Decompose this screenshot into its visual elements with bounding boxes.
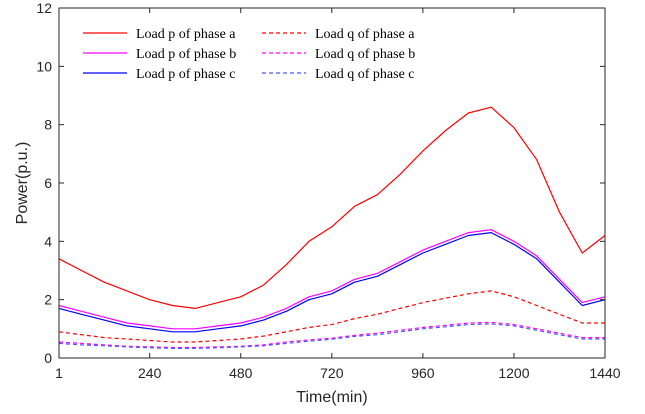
series-layer	[58, 106, 606, 349]
legend-label-load-p-of-phase-b: Load p of phase b	[136, 47, 236, 62]
x-tick-label: 480	[229, 365, 253, 381]
y-tick-label: 8	[44, 117, 52, 133]
x-tick-label: 960	[411, 365, 435, 381]
x-tick-label: 720	[320, 365, 344, 381]
series-line-load-p-of-phase-c	[58, 232, 606, 333]
x-tick-label: 240	[138, 365, 162, 381]
x-tick-label: 1440	[589, 365, 620, 381]
series-line-load-p-of-phase-b	[58, 229, 606, 330]
legend-label-load-p-of-phase-c: Load p of phase c	[136, 67, 236, 82]
legend: Load p of phase a Load p of phase b Load p…	[83, 27, 415, 82]
series-line-load-q-of-phase-a	[58, 290, 605, 343]
x-axis-title: Time(min)	[296, 389, 367, 406]
y-tick-label: 6	[44, 175, 52, 191]
y-tick-label: 2	[44, 292, 52, 308]
y-axis-title: Power(p.u.)	[14, 142, 31, 225]
y-tick-label: 0	[44, 350, 52, 366]
legend-label-load-q-of-phase-c: Load q of phase c	[315, 67, 415, 82]
series-line-load-q-of-phase-b	[58, 321, 605, 349]
y-tick-label: 4	[44, 233, 52, 249]
legend-label-load-q-of-phase-b: Load q of phase b	[315, 47, 415, 62]
x-tick-label: 1200	[498, 365, 529, 381]
legend-label-load-p-of-phase-a: Load p of phase a	[136, 27, 236, 42]
legend-label-load-q-of-phase-a: Load q of phase a	[315, 27, 415, 42]
x-tick-label: 1	[55, 365, 63, 381]
series-line-load-p-of-phase-a	[58, 106, 606, 309]
tick-layer: 1 240 480 720 960 1200 1440 0 2 4 6 8 10 12	[36, 0, 620, 381]
y-tick-label: 10	[36, 58, 52, 74]
y-tick-label: 12	[36, 0, 52, 16]
series-line-load-q-of-phase-c	[58, 323, 605, 349]
